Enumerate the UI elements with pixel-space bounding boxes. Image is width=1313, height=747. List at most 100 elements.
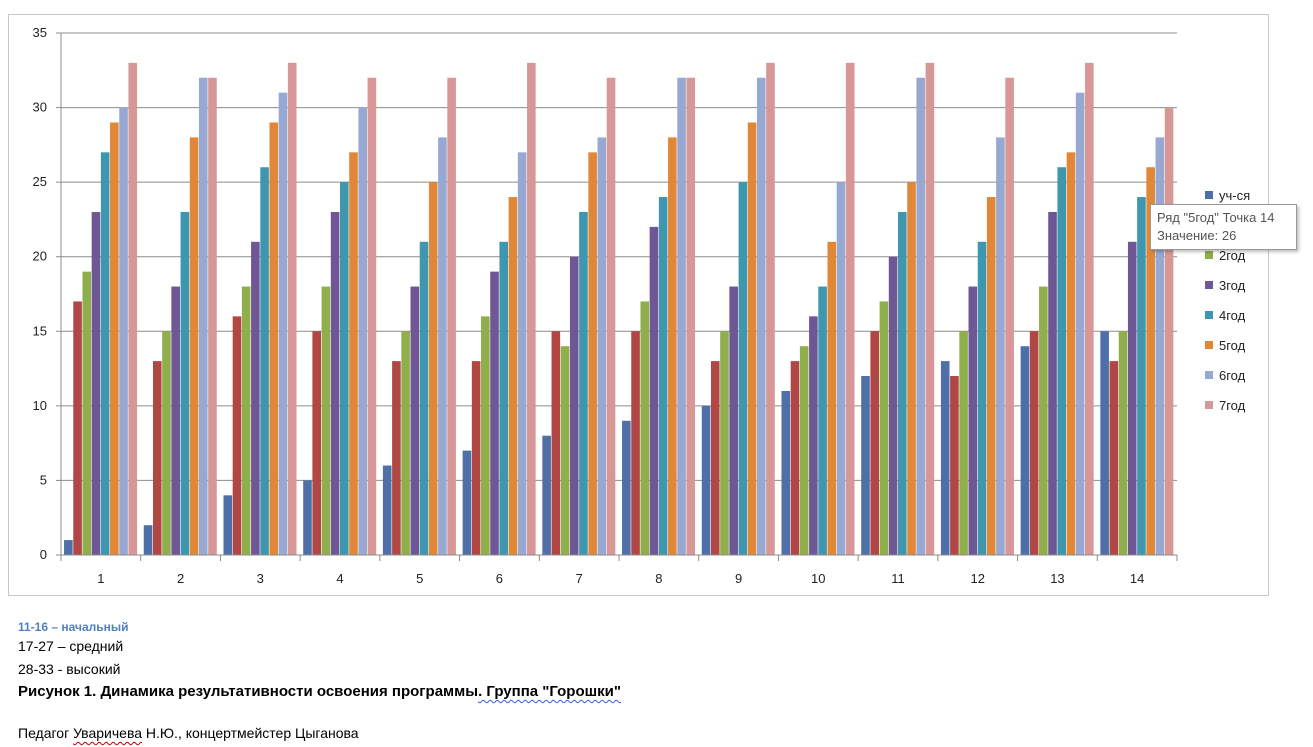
bar[interactable]: [241, 286, 251, 555]
bar[interactable]: [340, 182, 349, 555]
bar[interactable]: [162, 331, 171, 555]
bar[interactable]: [1075, 92, 1085, 556]
bar[interactable]: [720, 331, 729, 555]
bar[interactable]: [845, 62, 855, 555]
bar[interactable]: [658, 197, 668, 556]
bar[interactable]: [119, 107, 128, 556]
bar[interactable]: [358, 107, 367, 556]
bar[interactable]: [278, 92, 288, 556]
bar[interactable]: [517, 152, 527, 556]
bar[interactable]: [898, 211, 907, 555]
bar[interactable]: [321, 286, 331, 555]
bar[interactable]: [809, 316, 818, 555]
bar[interactable]: [171, 286, 180, 555]
bar[interactable]: [879, 301, 889, 555]
bar[interactable]: [925, 62, 935, 555]
bar[interactable]: [508, 197, 518, 556]
bar[interactable]: [1020, 346, 1030, 555]
bar[interactable]: [303, 480, 312, 555]
bar[interactable]: [91, 211, 101, 555]
bar[interactable]: [940, 361, 950, 555]
bar[interactable]: [870, 331, 879, 555]
bar[interactable]: [349, 152, 358, 556]
bar[interactable]: [888, 256, 898, 555]
bar[interactable]: [143, 525, 153, 555]
bar[interactable]: [1137, 197, 1146, 556]
bar[interactable]: [631, 331, 640, 555]
bar[interactable]: [260, 167, 269, 555]
bar[interactable]: [64, 540, 73, 555]
bar[interactable]: [606, 77, 616, 555]
bar[interactable]: [110, 122, 119, 555]
bar[interactable]: [907, 182, 916, 555]
bar[interactable]: [1085, 62, 1094, 555]
bar[interactable]: [100, 152, 110, 556]
bar[interactable]: [569, 256, 579, 555]
bar[interactable]: [756, 77, 766, 555]
bar[interactable]: [1127, 241, 1137, 556]
bar[interactable]: [551, 331, 561, 555]
bar[interactable]: [481, 316, 490, 555]
bar[interactable]: [766, 62, 775, 555]
bar[interactable]: [597, 137, 607, 555]
bar[interactable]: [232, 316, 242, 555]
bar[interactable]: [198, 77, 208, 555]
bar[interactable]: [419, 241, 429, 556]
bar[interactable]: [668, 137, 677, 555]
bar[interactable]: [950, 376, 959, 555]
bar[interactable]: [827, 241, 837, 556]
bar[interactable]: [560, 346, 570, 555]
bar[interactable]: [959, 331, 968, 555]
bar[interactable]: [738, 182, 748, 555]
bar[interactable]: [438, 137, 447, 555]
bar[interactable]: [622, 420, 631, 555]
bar[interactable]: [1164, 107, 1174, 556]
bar[interactable]: [1155, 137, 1165, 555]
bar[interactable]: [471, 361, 481, 555]
bar[interactable]: [968, 286, 978, 555]
bar[interactable]: [462, 450, 472, 555]
bar[interactable]: [73, 301, 82, 555]
bar[interactable]: [818, 286, 827, 555]
bar[interactable]: [649, 226, 659, 555]
bar[interactable]: [490, 271, 499, 555]
bar[interactable]: [640, 301, 650, 555]
bar[interactable]: [287, 62, 297, 555]
bar[interactable]: [1118, 331, 1128, 555]
bar[interactable]: [861, 376, 870, 555]
bar[interactable]: [269, 122, 279, 555]
bar[interactable]: [410, 286, 420, 555]
bar[interactable]: [330, 211, 340, 555]
bar[interactable]: [82, 271, 92, 555]
bar[interactable]: [1100, 331, 1109, 555]
bar[interactable]: [542, 435, 551, 555]
bar[interactable]: [701, 405, 711, 555]
bar[interactable]: [799, 346, 809, 555]
bar[interactable]: [1039, 286, 1048, 555]
bar[interactable]: [223, 495, 233, 555]
bar[interactable]: [686, 77, 696, 555]
bar[interactable]: [916, 77, 925, 555]
bar[interactable]: [1029, 331, 1039, 555]
bar[interactable]: [996, 137, 1005, 555]
bar[interactable]: [392, 361, 401, 555]
bar[interactable]: [189, 137, 199, 555]
bar[interactable]: [588, 152, 597, 556]
bar[interactable]: [1066, 152, 1076, 556]
bar[interactable]: [447, 77, 456, 555]
bar[interactable]: [986, 197, 996, 556]
bar[interactable]: [1109, 361, 1119, 555]
bar[interactable]: [677, 77, 686, 555]
bar[interactable]: [312, 331, 321, 555]
bar[interactable]: [729, 286, 738, 555]
bar[interactable]: [1005, 77, 1014, 555]
bar[interactable]: [747, 122, 757, 555]
bar[interactable]: [527, 62, 536, 555]
bar[interactable]: [251, 241, 260, 556]
bar[interactable]: [180, 211, 190, 555]
bar[interactable]: [401, 331, 410, 555]
bar[interactable]: [1057, 167, 1067, 555]
bar[interactable]: [428, 182, 438, 555]
bar[interactable]: [710, 361, 720, 555]
bar[interactable]: [836, 182, 846, 555]
